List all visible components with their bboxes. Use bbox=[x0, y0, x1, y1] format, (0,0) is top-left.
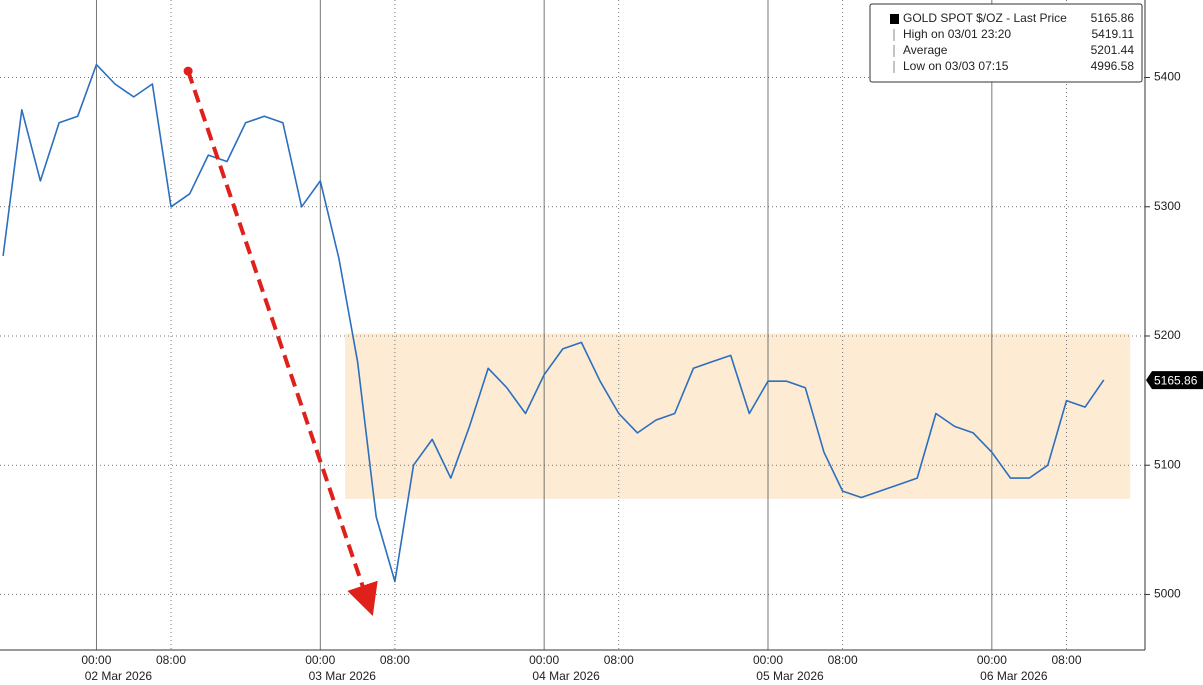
legend-value: 4996.58 bbox=[1091, 59, 1135, 73]
arrow-start bbox=[183, 66, 193, 76]
y-tick-label: 5400 bbox=[1154, 70, 1181, 84]
last-price-tag bbox=[1146, 371, 1203, 390]
range-band bbox=[345, 333, 1131, 499]
legend-name: Average bbox=[903, 43, 948, 57]
legend-swatch bbox=[890, 14, 899, 24]
last-price-label: 5165.86 bbox=[1154, 373, 1198, 387]
y-tick-label: 5300 bbox=[1154, 199, 1181, 213]
x-tick-label: 08:00 bbox=[380, 653, 410, 667]
x-tick-label: 08:00 bbox=[604, 653, 634, 667]
x-date-label: 04 Mar 2026 bbox=[532, 669, 600, 683]
x-tick-label: 00:00 bbox=[977, 653, 1007, 667]
legend-name: GOLD SPOT $/OZ - Last Price bbox=[903, 11, 1067, 25]
x-tick-label: 08:00 bbox=[156, 653, 186, 667]
y-tick-label: 5200 bbox=[1154, 328, 1181, 342]
x-tick-label: 08:00 bbox=[1051, 653, 1081, 667]
annotation-arrow bbox=[186, 70, 378, 617]
y-tick-label: 5000 bbox=[1154, 587, 1181, 601]
legend-name: High on 03/01 23:20 bbox=[903, 27, 1011, 41]
x-date-label: 06 Mar 2026 bbox=[980, 669, 1048, 683]
x-date-label: 03 Mar 2026 bbox=[309, 669, 377, 683]
x-tick-label: 08:00 bbox=[828, 653, 858, 667]
legend-box bbox=[869, 3, 1143, 83]
legend-name: Low on 03/03 07:15 bbox=[903, 59, 1009, 73]
legend-value: 5419.11 bbox=[1092, 27, 1135, 41]
x-tick-label: 00:00 bbox=[81, 653, 111, 667]
x-date-label: 05 Mar 2026 bbox=[756, 669, 824, 683]
legend-value: 5165.86 bbox=[1091, 11, 1135, 25]
x-tick-label: 00:00 bbox=[305, 653, 335, 667]
y-tick-label: 5100 bbox=[1154, 457, 1181, 471]
price-line bbox=[2, 63, 1105, 583]
legend-value: 5201.44 bbox=[1091, 43, 1135, 57]
x-tick-label: 00:00 bbox=[753, 653, 783, 667]
x-tick-label: 00:00 bbox=[529, 653, 559, 667]
x-date-label: 02 Mar 2026 bbox=[85, 669, 153, 683]
